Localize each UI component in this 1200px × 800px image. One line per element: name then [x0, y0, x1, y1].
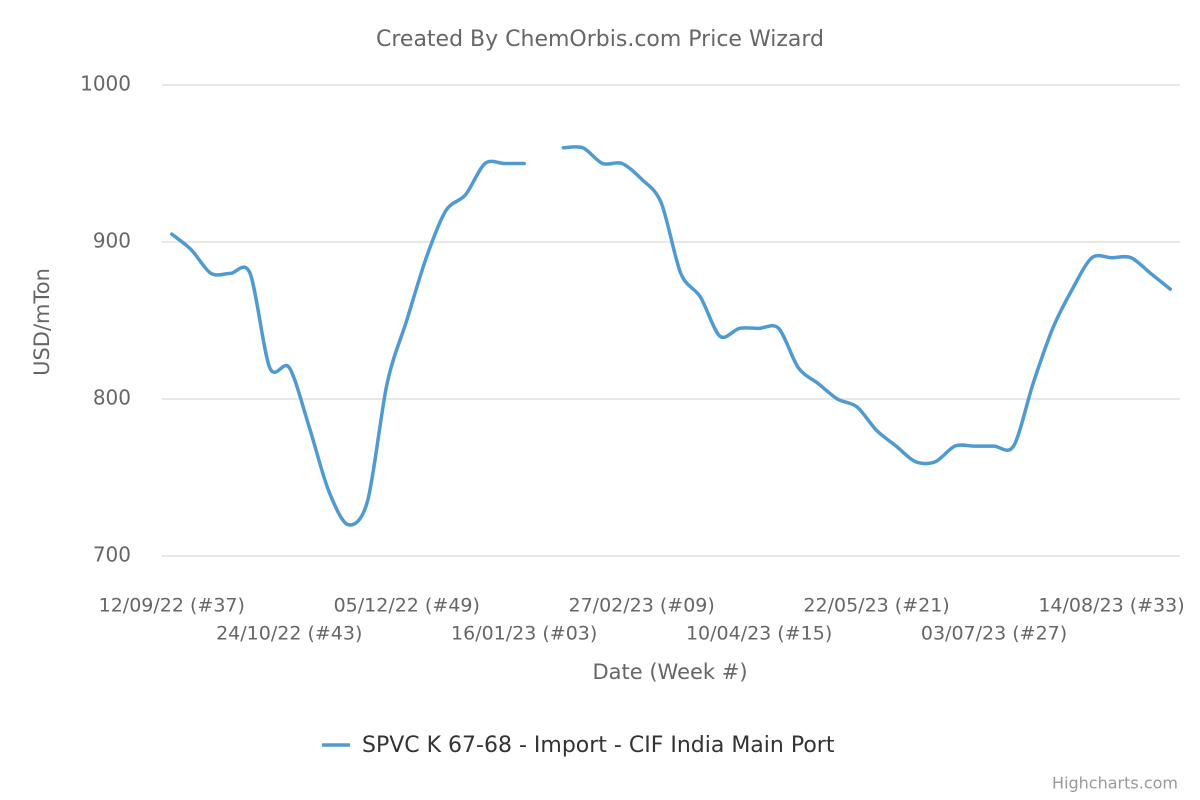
y-tick-label: 800: [93, 386, 131, 410]
y-tick-label: 1000: [80, 72, 131, 96]
credits: Highcharts.com: [1052, 774, 1178, 793]
x-tick-label: 16/01/23 (#03): [451, 623, 597, 645]
legend-label: SPVC K 67-68 - Import - CIF India Main P…: [362, 733, 835, 758]
x-tick-label: 27/02/23 (#09): [568, 595, 714, 617]
x-tick-label: 22/05/23 (#21): [803, 595, 949, 617]
x-tick-label: 03/07/23 (#27): [921, 623, 1067, 645]
line-series: [170, 159, 526, 527]
x-tick-label: 10/04/23 (#15): [686, 623, 832, 645]
y-tick-label: 900: [93, 229, 131, 253]
y-tick-label: 700: [93, 543, 131, 567]
chart-title: Created By ChemOrbis.com Price Wizard: [376, 27, 824, 52]
x-tick-label: 05/12/22 (#49): [334, 595, 480, 617]
x-tick-label: 12/09/22 (#37): [99, 595, 245, 617]
x-axis-title: Date (Week #): [592, 660, 747, 684]
line-series: [561, 145, 1172, 466]
x-tick-label: 14/08/23 (#33): [1038, 595, 1184, 617]
y-axis-title: USD/mTon: [30, 268, 54, 376]
x-tick-label: 24/10/22 (#43): [216, 623, 362, 645]
